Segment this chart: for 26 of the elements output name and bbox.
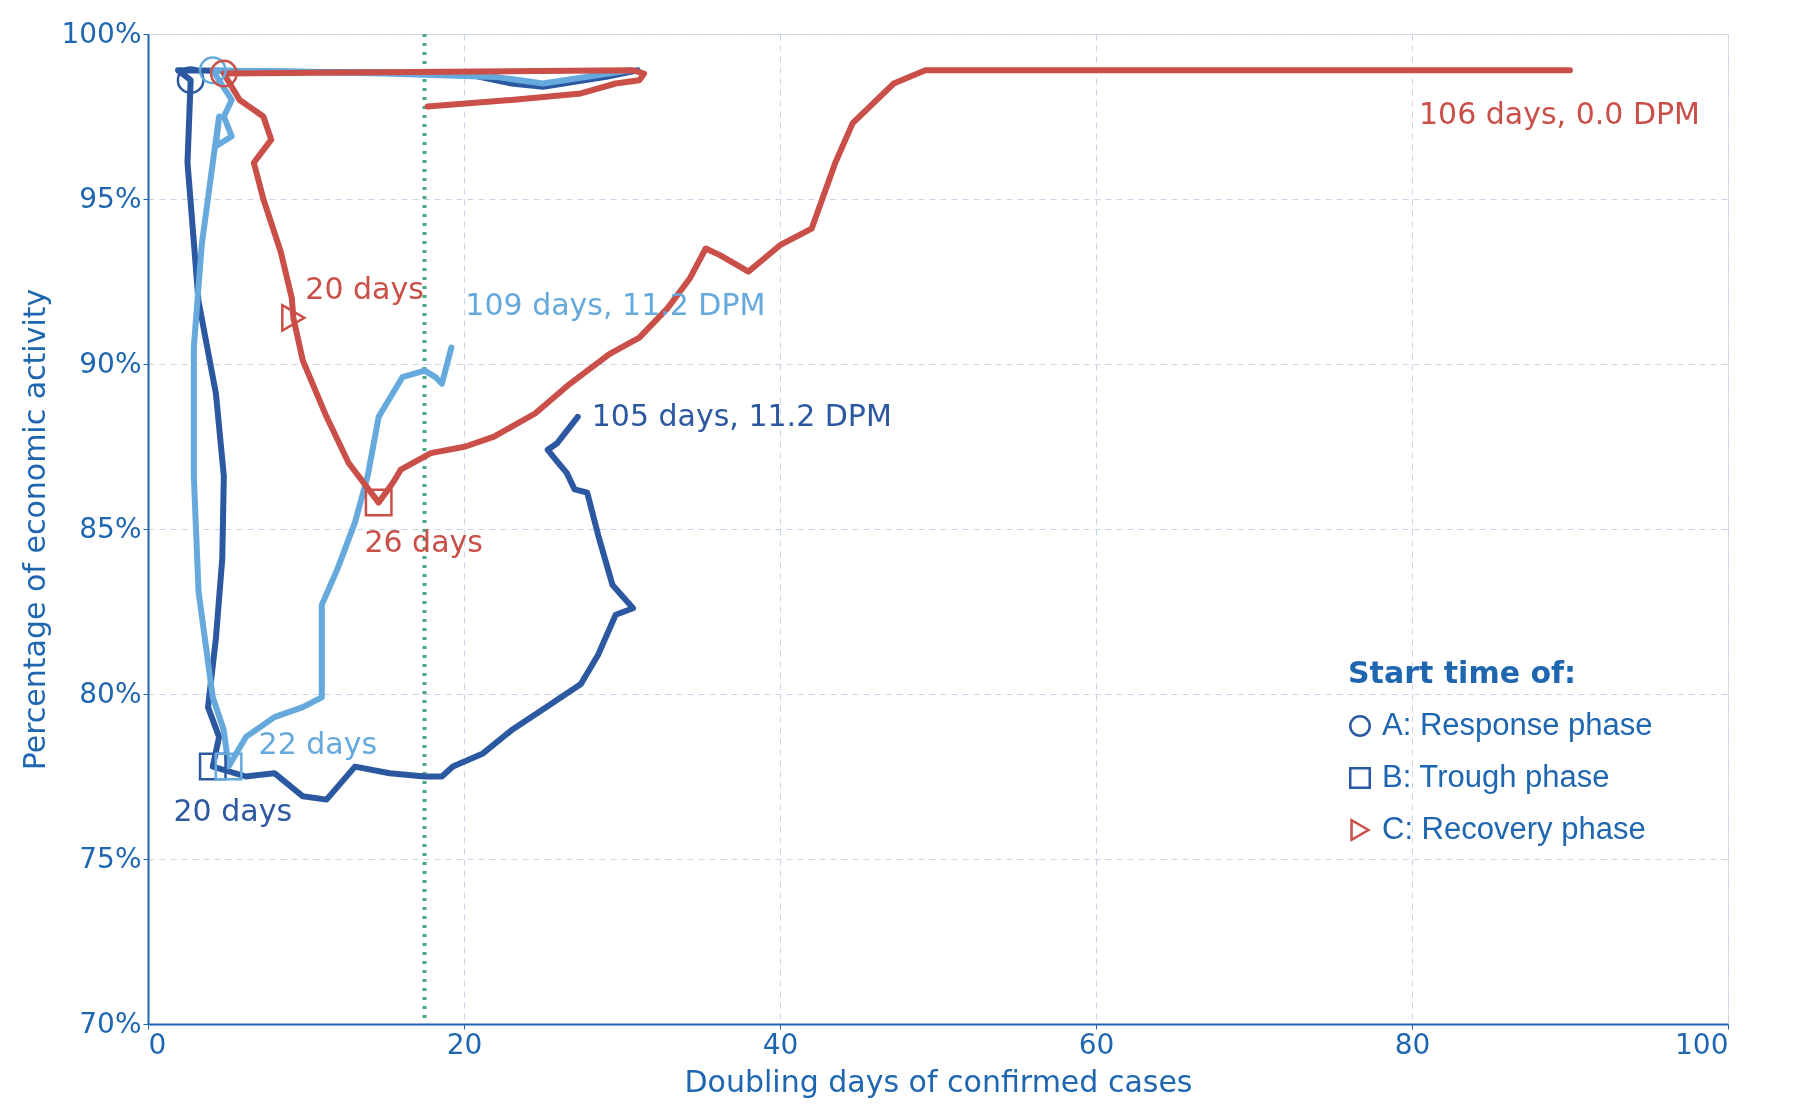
y-tick-label: 100% (61, 16, 142, 50)
annotation: 26 days (364, 523, 483, 559)
y-tick-label: 90% (79, 346, 142, 380)
annotation: 105 days, 11.2 DPM (591, 397, 892, 433)
y-axis-title: Percentage of economic activity (17, 288, 53, 771)
annotation: 20 days (305, 270, 424, 306)
legend-label: A: Response phase (1382, 707, 1653, 742)
x-tick-label: 20 (446, 1027, 483, 1061)
annotation: 22 days (258, 725, 378, 761)
x-tick-label: 40 (762, 1027, 799, 1061)
x-tick-label: 0 (148, 1027, 167, 1061)
y-tick-label: 70% (79, 1006, 142, 1040)
annotation: 106 days, 0.0 DPM (1418, 96, 1700, 132)
legend-label: B: Trough phase (1382, 759, 1610, 794)
x-tick-label: 100 (1675, 1027, 1729, 1061)
y-tick-label: 95% (79, 181, 142, 215)
x-tick-label: 60 (1078, 1027, 1115, 1061)
y-tick-label: 75% (79, 841, 142, 875)
x-axis-title: Doubling days of confirmed cases (684, 1063, 1193, 1099)
y-tick-label: 85% (79, 511, 142, 545)
legend-label: C: Recovery phase (1382, 811, 1646, 846)
y-tick-label: 80% (79, 676, 142, 710)
annotation: 20 days (173, 792, 293, 828)
x-tick-label: 80 (1394, 1027, 1431, 1061)
legend-title: Start time of: (1348, 655, 1577, 690)
point (281, 303, 306, 332)
